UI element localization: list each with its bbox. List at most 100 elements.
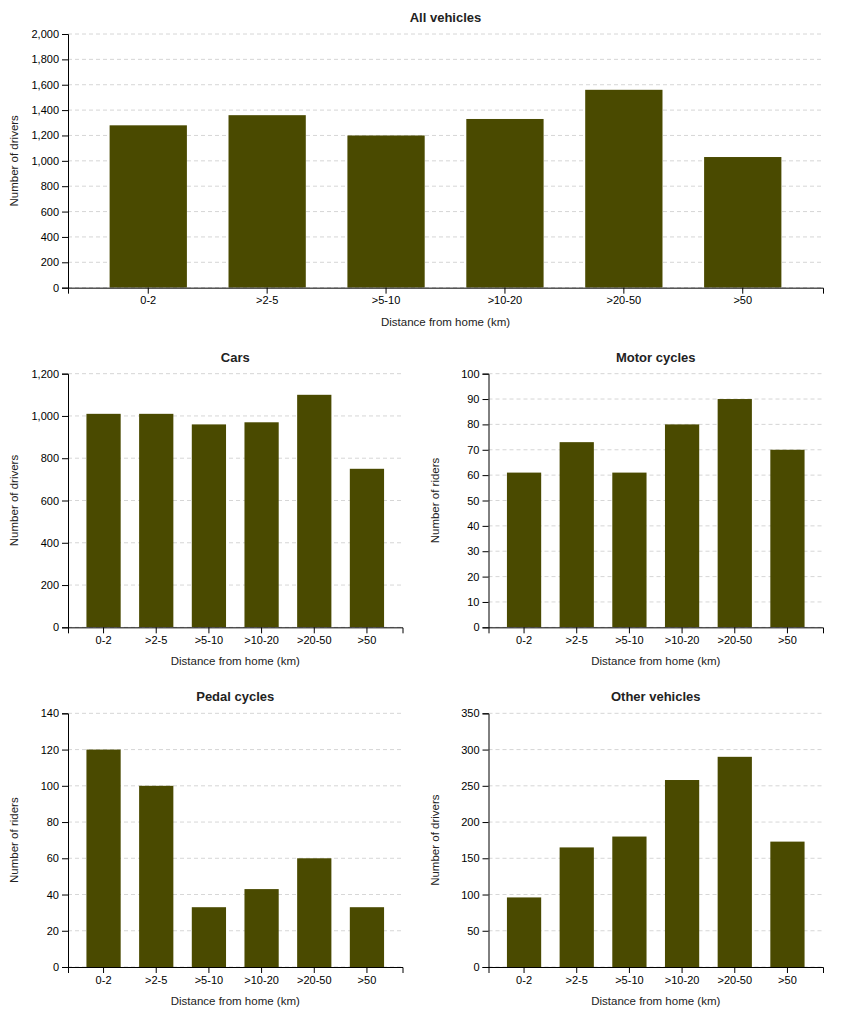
grid-line (68, 84, 823, 85)
y-axis-line (62, 714, 69, 968)
x-tick: >10-20 (244, 967, 279, 986)
x-tick: >50 (733, 288, 752, 307)
y-tick-mark (62, 161, 68, 162)
y-tick-label: 120 (41, 744, 59, 756)
y-tick: 1,000 (31, 155, 68, 167)
y-tick-label: 600 (41, 206, 59, 218)
y-tick-mark (483, 627, 489, 628)
y-axis: 02004006008001,0001,2001,4001,6001,8002,… (31, 28, 68, 294)
x-tick: 0-2 (96, 627, 112, 646)
y-tick-mark (62, 858, 68, 859)
x-axis-line (69, 628, 404, 634)
grid-line (68, 713, 403, 714)
x-tick-mark (682, 967, 683, 973)
y-tick-mark (483, 858, 489, 859)
grid (68, 713, 403, 967)
y-tick: 1,600 (31, 79, 68, 91)
bar (770, 450, 804, 628)
y-tick-mark (62, 374, 68, 375)
y-axis-title: Number of riders (429, 457, 441, 543)
x-axis-line (489, 968, 824, 974)
x-tick-label: >2-5 (566, 634, 588, 646)
y-tick: 200 (41, 256, 68, 268)
grid (68, 374, 403, 628)
y-tick-mark (62, 237, 68, 238)
bar (244, 422, 278, 627)
y-tick-mark (62, 967, 68, 968)
title: Other vehicles (611, 689, 701, 704)
bar (86, 414, 120, 628)
x-tick: >20-50 (717, 627, 752, 646)
x-tick-mark (366, 627, 367, 633)
bar (297, 395, 331, 628)
y-tick: 40 (47, 889, 68, 901)
y-tick: 0 (53, 282, 68, 294)
x-tick-mark (314, 967, 315, 973)
grid-line (68, 373, 403, 374)
y-tick-mark (483, 577, 489, 578)
y-tick-label: 30 (467, 545, 479, 557)
bars (86, 395, 384, 628)
y-tick: 1,200 (31, 129, 68, 141)
y-tick: 50 (467, 925, 488, 937)
x-tick-label: >5-10 (615, 974, 643, 986)
x-axis-title: Distance from home (km) (171, 655, 300, 667)
x-tick-mark (787, 967, 788, 973)
x-tick-mark (524, 627, 525, 633)
y-tick-mark (62, 186, 68, 187)
y-axis: 02004006008001,0001,200 (31, 368, 68, 634)
y-tick-label: 300 (461, 744, 479, 756)
x-tick-label: 0-2 (516, 634, 532, 646)
y-tick-label: 80 (47, 816, 59, 828)
y-tick-label: 800 (41, 180, 59, 192)
x-tick: >10-20 (665, 967, 700, 986)
x-axis-title: Distance from home (km) (591, 995, 720, 1007)
y-tick-mark (483, 424, 489, 425)
y-tick: 1,800 (31, 53, 68, 65)
x-axis: 0-2>2-5>5-10>10-20>20-50>50 (489, 627, 824, 646)
bar (139, 786, 173, 967)
x-tick: >50 (778, 967, 797, 986)
y-tick-label: 350 (461, 707, 479, 719)
x-tick-label: >10-20 (244, 974, 279, 986)
y-tick-mark (62, 822, 68, 823)
y-tick: 40 (467, 520, 488, 532)
y-tick-mark (62, 713, 68, 714)
y-tick-label: 80 (467, 418, 479, 430)
x-tick-mark (576, 967, 577, 973)
title: Cars (221, 350, 250, 365)
y-tick-mark (62, 34, 68, 35)
y-tick-label: 1,200 (31, 368, 59, 380)
y-tick-mark (62, 59, 68, 60)
y-tick-label: 0 (473, 961, 479, 973)
grid (68, 34, 823, 288)
y-tick-label: 250 (461, 780, 479, 792)
y-axis: 0102030405060708090100 (461, 368, 489, 634)
x-tick: >5-10 (615, 627, 643, 646)
x-tick-mark (386, 288, 387, 294)
y-tick-mark (62, 585, 68, 586)
x-tick-mark (504, 288, 505, 294)
x-tick: >5-10 (195, 627, 223, 646)
y-tick-label: 40 (467, 520, 479, 532)
y-axis-line (62, 374, 69, 628)
x-tick: >50 (358, 627, 377, 646)
grid-line (489, 399, 824, 400)
bar (244, 889, 278, 967)
y-tick: 10 (467, 596, 488, 608)
bar (86, 750, 120, 967)
y-tick-label: 400 (41, 537, 59, 549)
bar (560, 847, 594, 967)
y-axis-title: Number of drivers (8, 115, 20, 207)
y-tick-label: 0 (473, 621, 479, 633)
y-tick-label: 60 (47, 852, 59, 864)
y-tick: 0 (473, 961, 488, 973)
x-tick: >20-50 (717, 967, 752, 986)
x-tick-mark (261, 627, 262, 633)
y-tick: 350 (461, 707, 488, 719)
x-tick: >2-5 (566, 627, 588, 646)
y-tick-label: 100 (41, 780, 59, 792)
y-tick-mark (483, 602, 489, 603)
x-tick: 0-2 (96, 967, 112, 986)
bar (612, 473, 646, 628)
